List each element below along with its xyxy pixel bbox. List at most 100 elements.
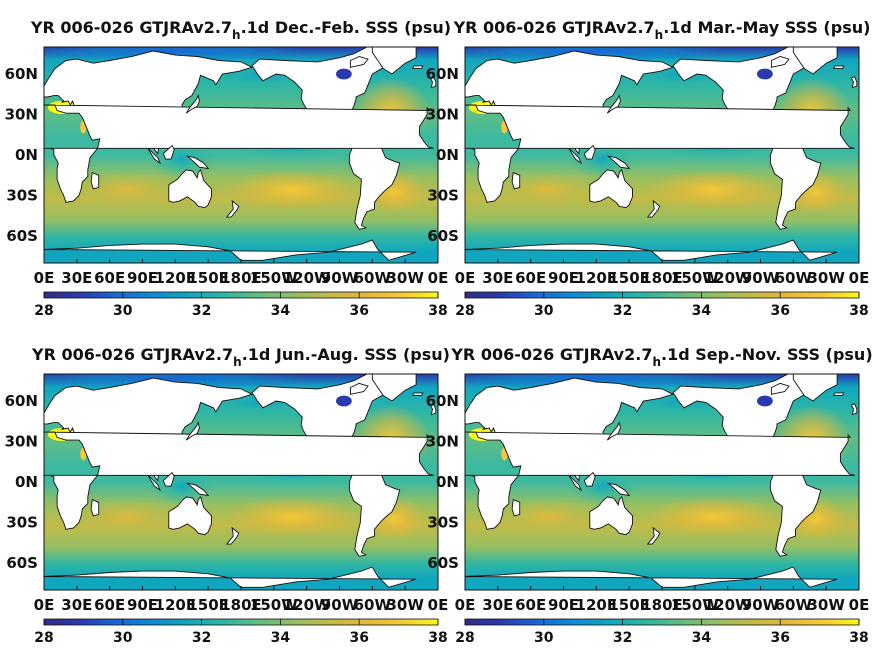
colorbar-tick-label: 38 xyxy=(849,630,868,646)
colorbar-tick-label: 34 xyxy=(692,303,712,319)
colorbar-tick-label: 32 xyxy=(613,303,632,319)
x-tick-label: 120W xyxy=(283,269,331,287)
colorbar-tick-label: 34 xyxy=(271,630,291,646)
x-tick-label: 30W xyxy=(386,269,424,287)
land-japan xyxy=(185,94,200,114)
x-tick-label: 90W xyxy=(742,596,780,614)
title-rest: .1d Sep.-Nov. SSS (psu) xyxy=(661,345,873,364)
land-iceland xyxy=(412,65,424,70)
land-greenland xyxy=(792,47,838,75)
x-tick-label: 60W xyxy=(775,269,813,287)
y-tick-label: 0N xyxy=(15,146,38,164)
colorbar-tick-label: 36 xyxy=(770,303,789,319)
y-tick-label: 60S xyxy=(427,227,459,245)
colorbar-tick-label: 38 xyxy=(849,303,868,319)
title-subscript: h xyxy=(232,28,241,42)
x-tick-label: 60W xyxy=(354,596,392,614)
x-tick-label: 90W xyxy=(742,269,780,287)
colorbar-tick-label: 36 xyxy=(349,630,368,646)
hudson-bay-fresh xyxy=(335,68,352,80)
sss-heatmap xyxy=(44,374,438,590)
x-tick-label: 0E xyxy=(428,269,449,287)
x-tick-label: 60E xyxy=(515,269,546,287)
x-tick-label: 180E xyxy=(220,596,262,614)
panel-title: YR 006-026 GTJRAv2.7h.1d Mar.-May SSS (p… xyxy=(453,18,871,42)
x-tick-label: 30W xyxy=(807,596,845,614)
land-uk xyxy=(429,76,437,89)
x-tick-label: 60W xyxy=(775,596,813,614)
panel-1: YR 006-026 GTJRAv2.7h.1d Mar.-May SSS (p… xyxy=(426,18,871,319)
x-tick-label: 0E xyxy=(455,269,476,287)
land-africa xyxy=(465,104,855,203)
maritime-continent-fresh xyxy=(150,466,214,506)
x-tick-label: 30E xyxy=(482,596,513,614)
land-uk xyxy=(429,403,437,416)
x-tick-label: 180E xyxy=(220,269,262,287)
x-tick-label: 60E xyxy=(94,269,125,287)
south-pacific-high-salinity xyxy=(646,170,781,209)
colorbar-tick-label: 32 xyxy=(192,630,211,646)
land-africa xyxy=(465,431,855,530)
x-tick-label: 180E xyxy=(641,269,683,287)
x-tick-label: 150E xyxy=(187,596,229,614)
land-baffin xyxy=(349,56,369,68)
land-new-zealand xyxy=(225,526,240,545)
arctic-fresh xyxy=(44,47,308,63)
panel-title: YR 006-026 GTJRAv2.7h.1d Sep.-Nov. SSS (… xyxy=(450,345,872,369)
land-new-guinea xyxy=(606,155,631,170)
colorbar xyxy=(43,291,439,299)
x-tick-label: 30E xyxy=(61,596,92,614)
land-madagascar xyxy=(90,171,100,190)
x-tick-label: 150W xyxy=(671,269,719,287)
land-antarctica xyxy=(465,566,838,590)
x-tick-label: 0E xyxy=(34,596,55,614)
y-tick-label: 0N xyxy=(436,146,459,164)
x-tick-label: 90E xyxy=(548,269,579,287)
land-baffin xyxy=(770,56,790,68)
land-japan xyxy=(606,421,621,441)
x-tick-label: 120E xyxy=(155,596,197,614)
x-tick-label: 0E xyxy=(34,269,55,287)
colorbar-tick-label: 32 xyxy=(613,630,632,646)
x-tick-label: 180E xyxy=(641,596,683,614)
colorbar-tick-label: 28 xyxy=(455,630,474,646)
y-tick-label: 30S xyxy=(6,187,38,205)
y-tick-label: 60N xyxy=(5,392,38,410)
land-new-guinea xyxy=(185,482,210,497)
x-tick-label: 0E xyxy=(428,596,449,614)
colorbar-tick-label: 28 xyxy=(34,630,53,646)
x-tick-label: 30E xyxy=(482,269,513,287)
title-subscript: h xyxy=(655,28,664,42)
land-iceland xyxy=(833,392,845,397)
x-tick-label: 120W xyxy=(283,596,331,614)
x-tick-label: 150W xyxy=(671,596,719,614)
x-tick-label: 150W xyxy=(250,269,298,287)
x-tick-label: 0E xyxy=(455,596,476,614)
land-antarctica xyxy=(44,566,417,590)
y-tick-label: 60N xyxy=(426,65,459,83)
colorbar-tick-label: 34 xyxy=(271,303,291,319)
land-greenland xyxy=(371,374,417,402)
title-rest: .1d Dec.-Feb. SSS (psu) xyxy=(241,18,452,37)
land-iceland xyxy=(412,392,424,397)
x-tick-label: 60W xyxy=(354,269,392,287)
land-borneo xyxy=(583,471,596,487)
land-baffin xyxy=(349,382,369,395)
y-tick-label: 30S xyxy=(6,514,38,532)
panel-2: YR 006-026 GTJRAv2.7h.1d Jun.-Aug. SSS (… xyxy=(5,345,450,646)
land-australia xyxy=(589,168,633,209)
south-indian-high-salinity xyxy=(492,499,603,534)
hudson-bay-fresh xyxy=(335,395,352,407)
land-australia xyxy=(168,168,212,209)
south-pacific-high-salinity xyxy=(225,497,360,536)
land-madagascar xyxy=(90,498,100,517)
y-tick-label: 60N xyxy=(5,65,38,83)
colorbar-tick-label: 38 xyxy=(428,630,447,646)
y-tick-label: 30N xyxy=(5,106,38,124)
x-tick-label: 90E xyxy=(548,596,579,614)
land-sumatra xyxy=(147,147,162,165)
land-sumatra xyxy=(147,474,162,492)
colorbar-tick-label: 34 xyxy=(692,630,712,646)
land-iceland xyxy=(833,65,845,70)
x-tick-label: 60E xyxy=(94,596,125,614)
